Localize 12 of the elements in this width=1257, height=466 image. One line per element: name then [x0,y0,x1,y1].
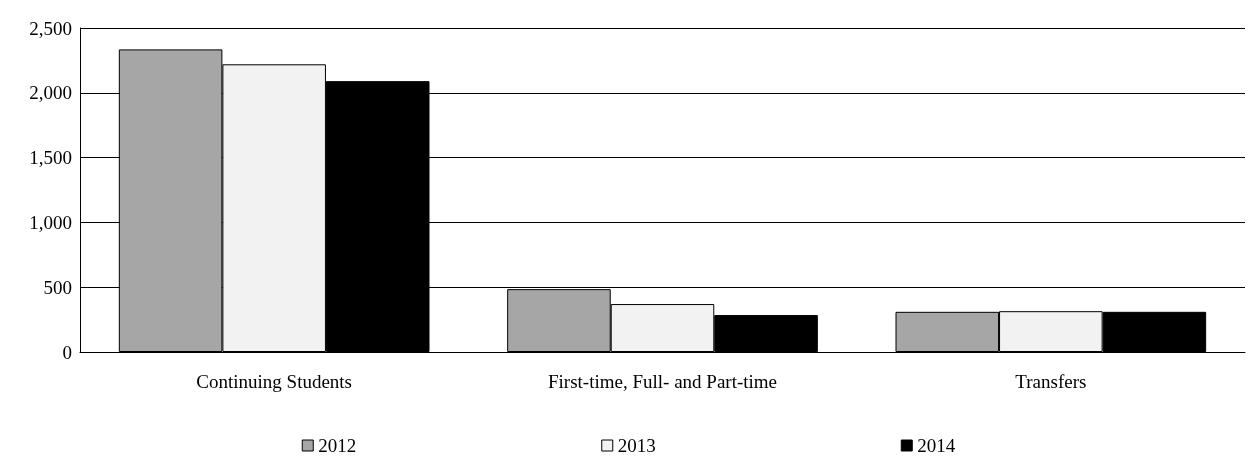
legend-label: 2013 [617,435,656,456]
y-tick-label: 2,500 [29,17,72,39]
x-tick-label: First-time, Full- and Part-time [547,371,778,392]
y-tick-label: 2,000 [29,82,72,104]
y-tick-label: 0 [62,341,72,363]
legend-label: 2014 [917,435,956,456]
y-tick-label: 1,500 [29,147,72,169]
x-tick-label: Continuing Students [196,371,353,392]
y-tick-label: 1,000 [29,211,72,233]
legend-label: 2012 [318,435,357,456]
x-tick-label: Transfers [1015,371,1087,392]
y-tick-label: 500 [43,276,72,298]
